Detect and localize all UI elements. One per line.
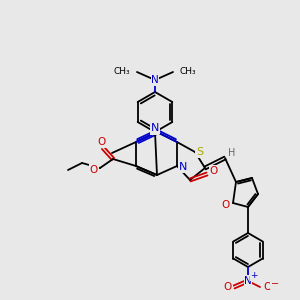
Text: N: N xyxy=(151,123,159,133)
Text: −: − xyxy=(271,279,279,289)
Text: N: N xyxy=(150,124,158,134)
Text: S: S xyxy=(196,146,204,156)
Text: CH₃: CH₃ xyxy=(113,67,130,76)
Text: O: O xyxy=(90,165,98,175)
Text: CH₃: CH₃ xyxy=(180,67,196,76)
Text: H: H xyxy=(228,148,236,158)
Text: N: N xyxy=(178,162,186,172)
Text: O: O xyxy=(224,282,232,292)
Text: S: S xyxy=(196,147,204,157)
Text: N: N xyxy=(179,162,187,172)
Text: O: O xyxy=(264,282,272,292)
Text: +: + xyxy=(250,272,258,280)
Text: O: O xyxy=(210,166,218,176)
Text: O: O xyxy=(97,137,105,147)
Text: O: O xyxy=(222,200,230,210)
Text: N: N xyxy=(244,276,252,286)
Text: N: N xyxy=(151,75,159,85)
